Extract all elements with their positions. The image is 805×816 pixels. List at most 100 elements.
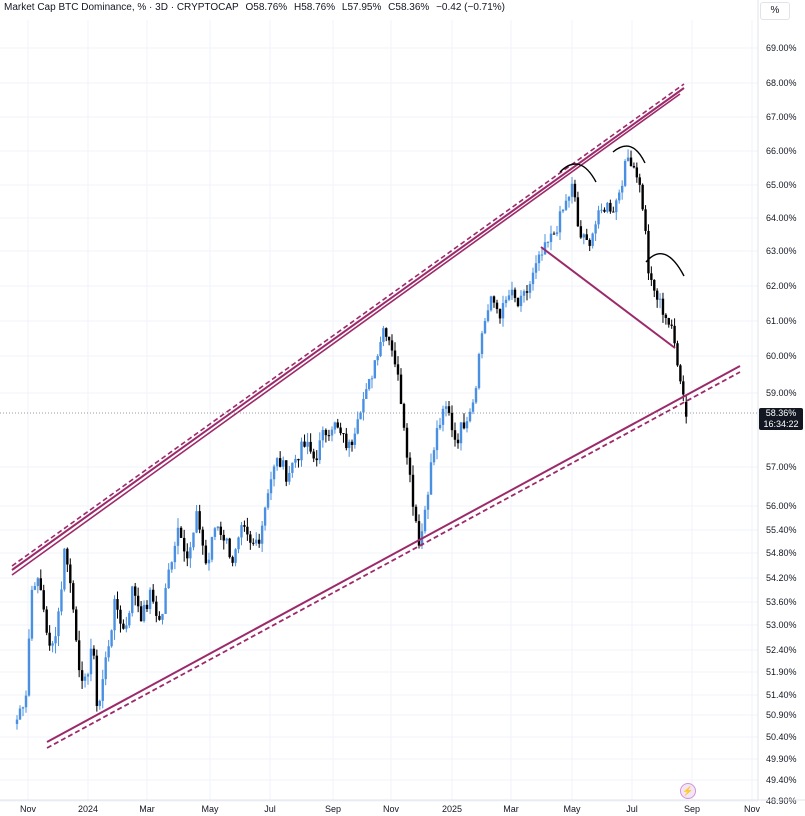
candle	[176, 518, 180, 555]
candle	[600, 203, 603, 214]
time-axis[interactable]: Nov 2024 Mar May Jul Sep Nov 2025 Mar May Jul Sep No…	[0, 799, 805, 814]
candle-body	[285, 460, 288, 482]
candle-body	[653, 279, 656, 291]
candle	[670, 319, 673, 329]
candle-body	[231, 557, 234, 563]
neckline	[540, 246, 676, 349]
percent-scale-button[interactable]: %	[760, 2, 790, 20]
candle	[266, 489, 270, 510]
candle	[145, 600, 149, 613]
candle-body	[632, 166, 636, 168]
price-tick-label: 49.90%	[766, 754, 797, 764]
last-price-value: 58.36%	[765, 408, 797, 418]
candle-body	[567, 196, 571, 201]
candle	[480, 330, 484, 359]
candle-body	[612, 211, 615, 213]
candle-body	[246, 526, 249, 535]
candle	[417, 514, 421, 549]
candle-body	[453, 430, 457, 440]
candle	[353, 427, 357, 449]
candle-body	[507, 295, 511, 300]
candle-body	[373, 360, 377, 379]
candle-body	[21, 707, 25, 709]
candle-body	[186, 551, 189, 559]
candle	[15, 715, 19, 730]
candle-body	[519, 295, 523, 307]
candle-body	[164, 588, 167, 614]
candle-body	[555, 232, 559, 234]
candle	[387, 336, 391, 346]
candle	[303, 434, 306, 448]
price-tick-label: 66.00%	[766, 146, 797, 156]
lightning-icon[interactable]: ⚡	[680, 783, 696, 799]
candle	[588, 238, 591, 252]
candle-body	[339, 427, 342, 434]
candle-body	[623, 160, 627, 186]
candle-body	[459, 422, 463, 444]
candle	[77, 630, 81, 678]
candle-body	[66, 548, 69, 565]
candle-body	[294, 458, 297, 463]
candle-body	[585, 234, 588, 241]
price-tick-label: 68.00%	[766, 78, 797, 88]
candle	[275, 457, 279, 471]
candle-body	[477, 354, 481, 389]
candle-body	[57, 611, 60, 637]
ohlc-close: C58.36%	[388, 2, 430, 13]
candle-body	[125, 625, 128, 629]
candle	[69, 558, 72, 593]
candle-body	[537, 254, 541, 264]
candle	[510, 281, 514, 300]
candle	[594, 220, 597, 241]
candle	[620, 180, 624, 200]
candle-body	[275, 458, 279, 467]
candle-body	[353, 433, 357, 445]
candle	[632, 162, 636, 169]
candle	[98, 699, 101, 710]
candle-body	[450, 412, 454, 431]
candle-body	[182, 537, 186, 552]
candle	[618, 189, 621, 204]
candle-body	[318, 440, 321, 461]
candle	[629, 150, 633, 167]
candle	[324, 428, 328, 443]
candle	[21, 706, 25, 717]
candle	[459, 422, 463, 451]
candle-body	[644, 209, 647, 231]
price-tick-label: 53.60%	[766, 597, 797, 607]
chart-legend: Market Cap BTC Dominance, % · 3D · CRYPT…	[4, 2, 509, 13]
candle	[57, 607, 60, 647]
candle	[54, 626, 57, 654]
candle	[288, 465, 291, 485]
candle	[411, 465, 415, 516]
candle-body	[155, 601, 158, 616]
candle	[125, 616, 128, 633]
candle-body	[650, 273, 653, 280]
candlestick-series	[15, 149, 688, 730]
candle	[492, 295, 496, 308]
candle	[528, 280, 532, 299]
candle	[42, 584, 45, 613]
candle-body	[365, 389, 368, 399]
candle-body	[303, 441, 306, 447]
right-shoulder-arc	[645, 252, 685, 277]
candle	[486, 304, 490, 323]
candle	[252, 538, 255, 546]
candle	[582, 233, 586, 245]
candle-body	[89, 648, 93, 675]
candle	[260, 521, 264, 553]
candle-body	[570, 183, 574, 197]
candle	[113, 595, 116, 640]
candle	[92, 645, 96, 660]
price-axis[interactable]: 69.00% 68.00% 67.00% 66.00% 65.00% 64.00% 63.0…	[757, 0, 797, 806]
candle-body	[327, 435, 331, 437]
candle	[432, 447, 436, 466]
candle-body	[225, 538, 228, 541]
candle	[179, 526, 183, 538]
candle	[164, 583, 167, 614]
candle-body	[45, 609, 48, 633]
candle-body	[396, 364, 400, 375]
candle	[426, 491, 430, 519]
candle-body	[495, 302, 499, 310]
